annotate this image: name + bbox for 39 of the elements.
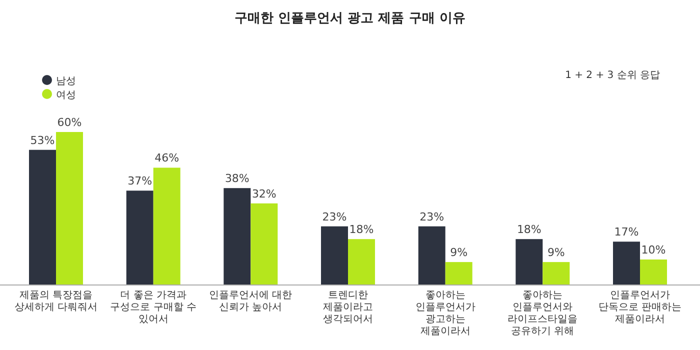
- x-tick-label: 더 좋은 가격과 구성으로 구매할 수 있어서: [109, 290, 198, 326]
- bar: [516, 239, 543, 285]
- data-label: 23%: [322, 210, 347, 224]
- bar: [640, 260, 667, 285]
- legend-label: 여성: [56, 90, 76, 101]
- bar: [418, 226, 446, 285]
- x-tick-label: 인플루언서가 단독으로 판매하는 제품이라서: [597, 290, 683, 326]
- data-label: 23%: [420, 210, 444, 224]
- x-tick-label: 좋아하는 인플루언서가 광고하는 제품이라서: [414, 290, 476, 338]
- x-tick-label: 제품의 특장점을 상세하게 다뤄줘서: [13, 290, 99, 314]
- bar: [445, 262, 472, 285]
- data-label: 18%: [349, 223, 374, 236]
- data-label: 53%: [30, 134, 55, 147]
- bar: [224, 188, 251, 285]
- data-label: 37%: [128, 174, 152, 188]
- bar: [321, 226, 348, 285]
- bar: [250, 203, 278, 285]
- x-tick-label: 트렌디한 제품이라고 생각되어서: [322, 290, 374, 326]
- data-label: 18%: [516, 223, 542, 236]
- data-label: 9%: [547, 246, 565, 260]
- x-tick-label: 좋아하는 인플루언서와 라이프스타일을 공유하기 위해: [506, 290, 579, 338]
- bar: [542, 262, 570, 285]
- data-label: 38%: [224, 172, 250, 186]
- data-label: 10%: [641, 244, 666, 256]
- bar: [348, 239, 375, 285]
- bar: [29, 150, 56, 285]
- legend-label: 남성: [56, 76, 76, 87]
- title: 구매한 인플루언서 광고 제품 구매 이유: [234, 11, 466, 26]
- data-label: 17%: [614, 226, 639, 239]
- data-label: 32%: [252, 187, 276, 200]
- bar: [153, 168, 180, 285]
- annotation: 1 + 2 + 3 순위 응답: [565, 70, 660, 81]
- bar: [56, 132, 83, 285]
- x-tick-label: 인플루언서에 대한 신뢰가 높아서: [208, 290, 294, 314]
- bar: [126, 190, 154, 285]
- data-label: 9%: [450, 246, 468, 260]
- bar: [613, 242, 640, 285]
- data-label: 60%: [57, 116, 82, 129]
- data-label: 46%: [154, 152, 180, 165]
